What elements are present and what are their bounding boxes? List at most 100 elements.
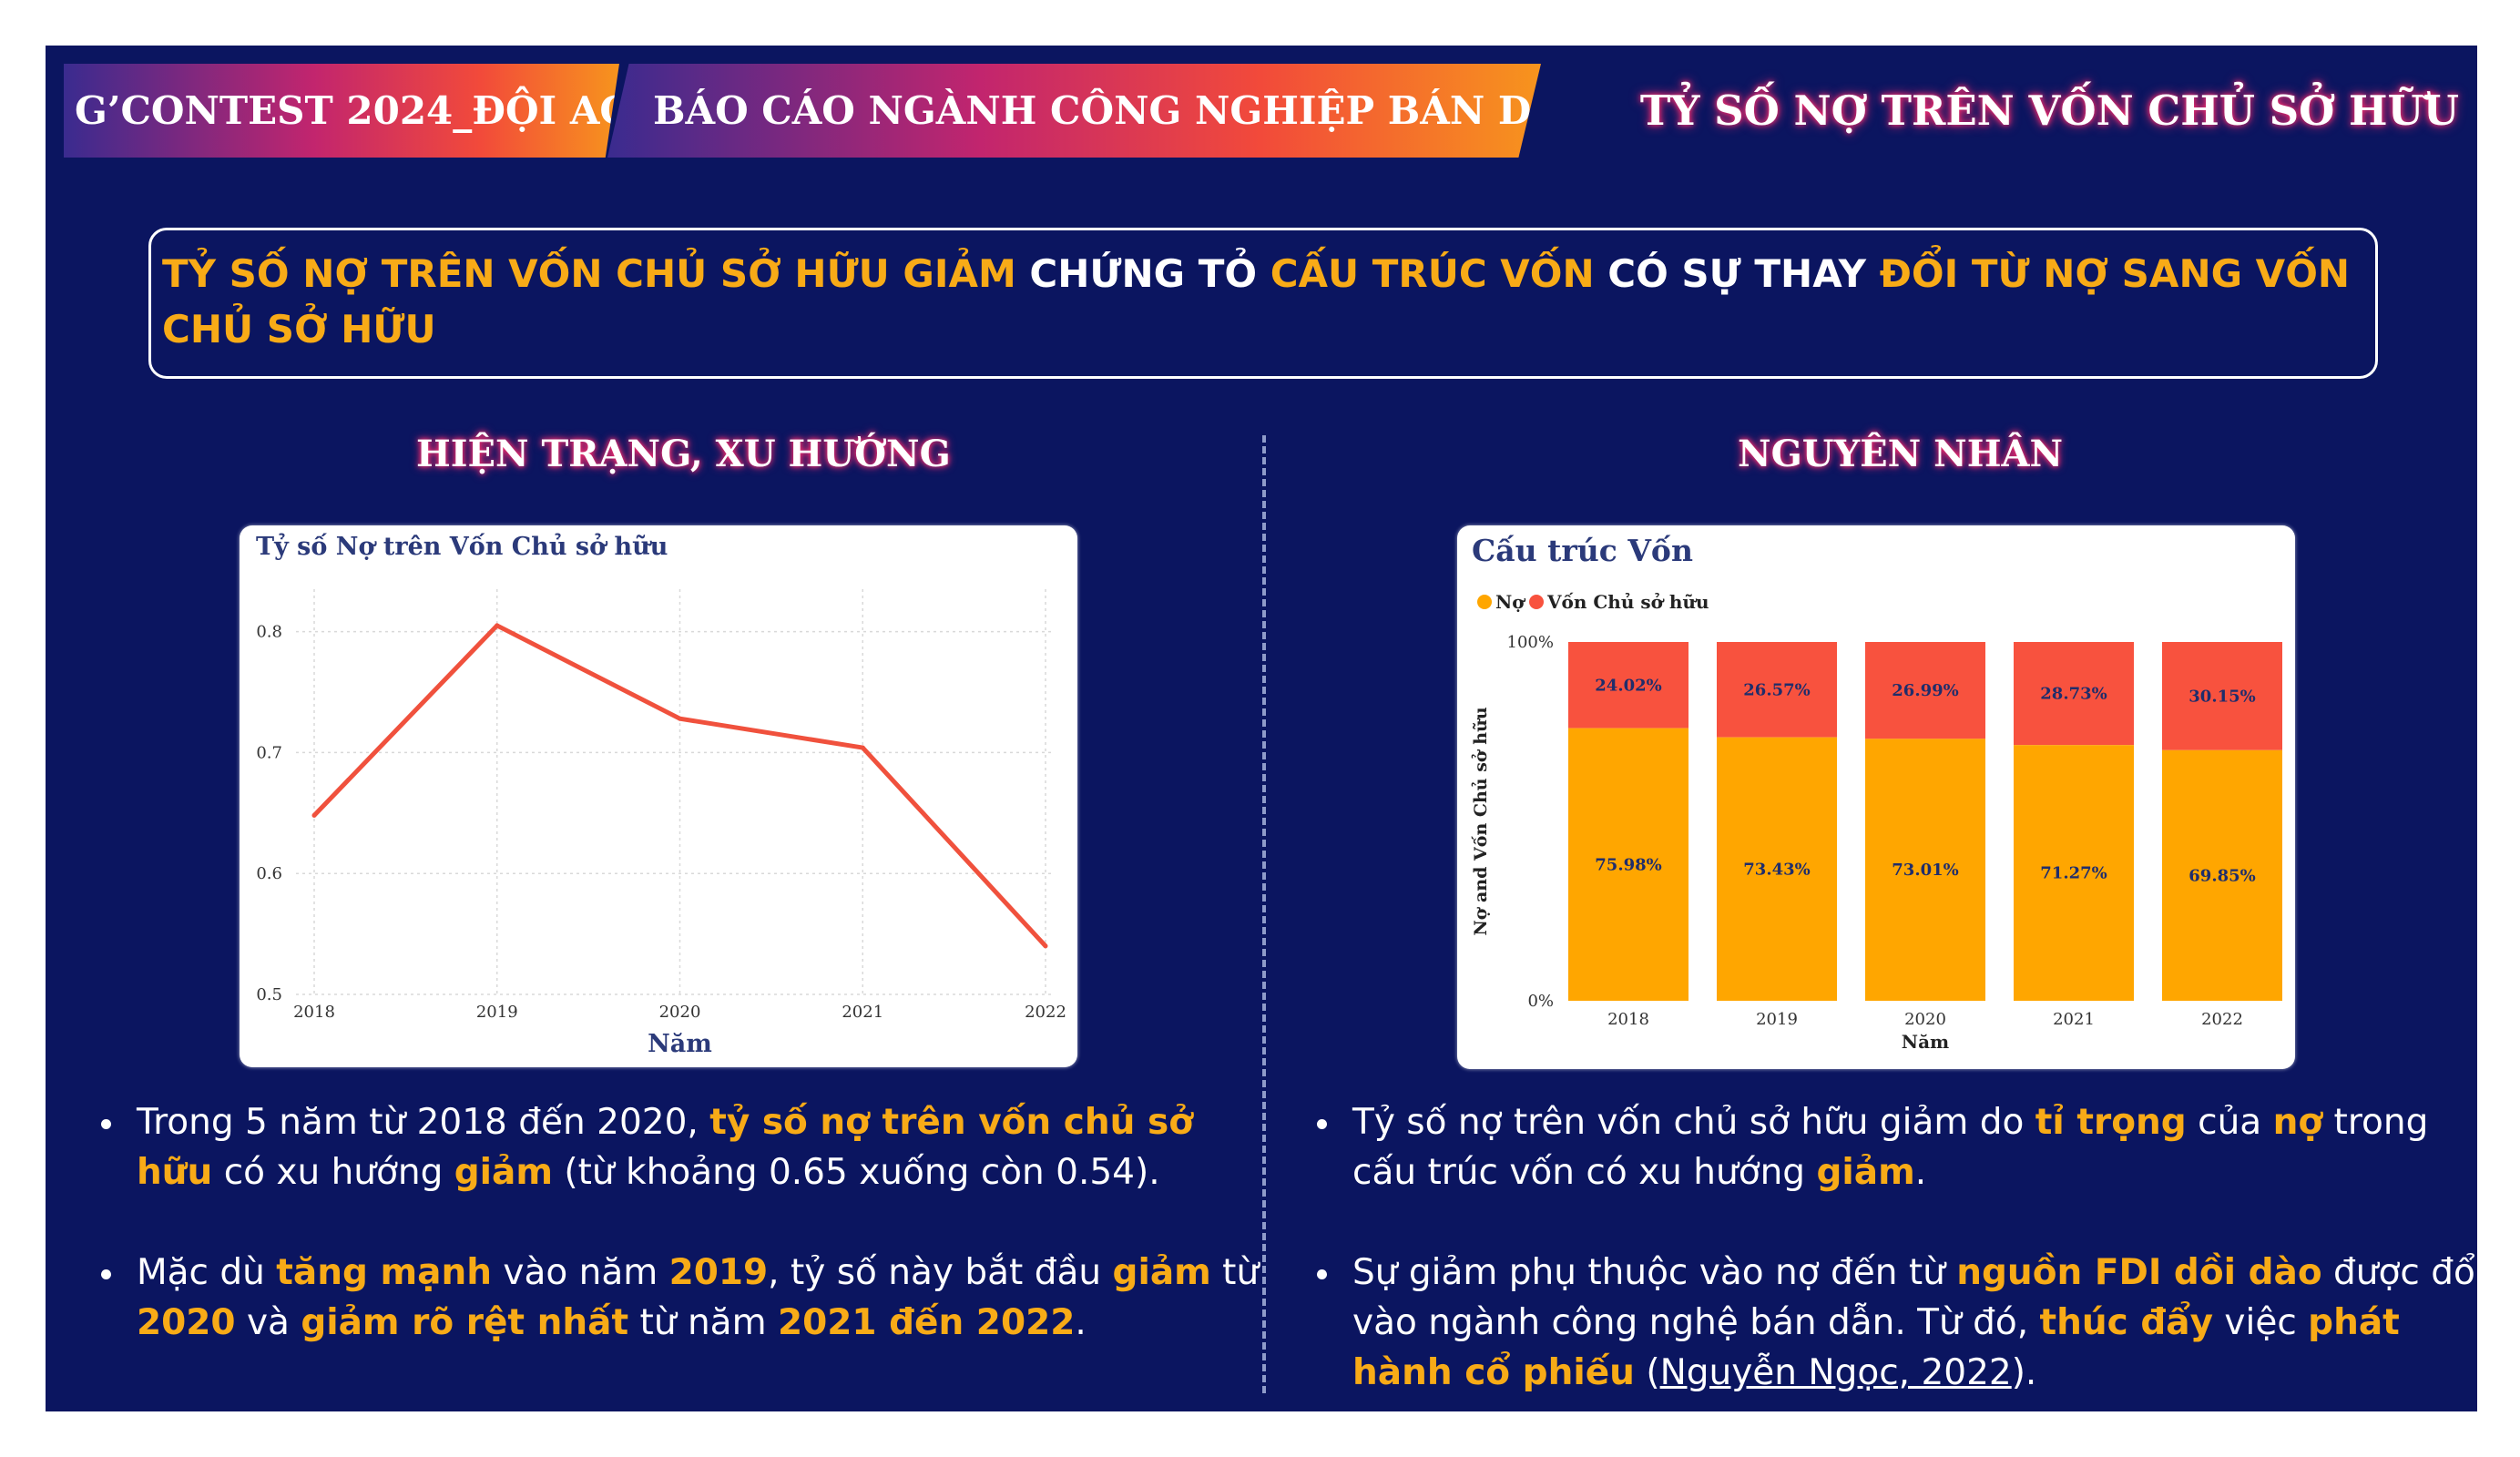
data-point xyxy=(495,623,500,628)
divider xyxy=(1262,435,1266,1393)
citation-link[interactable]: Nguyễn Ngọc, 2022 xyxy=(1659,1352,2012,1393)
y-tick-label: 0.8 xyxy=(256,623,282,642)
line-chart: 2018 2019 2020 2021 2022 0.5 0.6 0.7 0.8 Năm xyxy=(256,589,1066,1058)
legend-marker xyxy=(1529,595,1544,609)
x-tick-label: 2020 xyxy=(659,1003,701,1022)
section-title-status: HIỆN TRẠNG, XU HƯỚNG xyxy=(416,433,951,475)
bullet-text: (từ khoảng 0.65 xuống còn 0.54). xyxy=(553,1152,1160,1193)
line-chart-card: Tỷ số Nợ trên Vốn Chủ sở hữu 2018 2019 202… xyxy=(240,525,1077,1067)
bullet-text: Tỷ số nợ trên vốn chủ sở hữu giảm do xyxy=(1352,1102,2035,1143)
bar-segment-debt xyxy=(1865,739,1985,1001)
x-tick-label: 2019 xyxy=(476,1003,518,1022)
y-tick-label: 0% xyxy=(1527,992,1554,1011)
x-tick-label: 2020 xyxy=(1904,1010,1946,1029)
section-title-causes: NGUYÊN NHÂN xyxy=(1738,433,2064,475)
headline-part: CHỨNG TỎ xyxy=(1015,251,1270,296)
bullet-highlight: tỷ số nợ trên vốn chủ sở hữu xyxy=(137,1102,1194,1193)
list-item: Tỷ số nợ trên vốn chủ sở hữu giảm do tỉ … xyxy=(1317,1097,2477,1197)
bullet-highlight: tỉ trọng xyxy=(2035,1102,2187,1143)
bullet-text: được đổ vào ngành công nghệ bán dẫn. Từ … xyxy=(1352,1252,2475,1343)
legend-label: Vốn Chủ sở hữu xyxy=(1546,591,1709,613)
bar-segment-equity xyxy=(1568,642,1689,728)
bullet-text: vào năm xyxy=(491,1252,669,1293)
x-tick-label: 2021 xyxy=(2053,1010,2095,1029)
contest-tag: G’CONTEST 2024_ĐỘI AC xyxy=(64,64,619,158)
bullet-highlight: giảm xyxy=(454,1152,554,1193)
bullet-highlight: giảm rõ rệt nhất xyxy=(301,1302,629,1343)
data-label: 30.15% xyxy=(2188,687,2255,706)
bullet-highlight: 2019 xyxy=(668,1252,769,1293)
bar-chart-title: Cấu trúc Vốn xyxy=(1472,533,1693,568)
bar-segment-equity xyxy=(2162,642,2282,750)
data-label: 69.85% xyxy=(2188,866,2255,885)
bullet-highlight: giảm xyxy=(1112,1252,1211,1293)
report-tag-label: BÁO CÁO NGÀNH CÔNG NGHIỆP BÁN DẪN xyxy=(653,88,1597,133)
bullet-text: và xyxy=(235,1302,301,1343)
bullet-text: . xyxy=(1914,1152,1927,1193)
x-tick-label: 2022 xyxy=(1025,1003,1066,1022)
data-label: 73.43% xyxy=(1743,860,1810,879)
causes-bullets: Tỷ số nợ trên vốn chủ sở hữu giảm do tỉ … xyxy=(1305,1097,2477,1411)
slide: G’CONTEST 2024_ĐỘI AC BÁO CÁO NGÀNH CÔNG… xyxy=(46,46,2477,1411)
bar-segment-equity xyxy=(1865,642,1985,739)
list-item: Mặc dù tăng mạnh vào năm 2019, tỷ số này… xyxy=(101,1248,1270,1348)
bar-segment-debt xyxy=(2162,749,2282,1001)
y-tick-label: 0.7 xyxy=(256,743,282,762)
bullet-text: ). xyxy=(2011,1352,2037,1393)
data-point xyxy=(678,716,682,721)
bar-segment-debt xyxy=(1568,728,1689,1001)
bullet-text: Sự giảm phụ thuộc vào nợ đến từ xyxy=(1352,1252,1957,1293)
line-chart-title: Tỷ số Nợ trên Vốn Chủ sở hữu xyxy=(256,533,668,561)
legend-marker xyxy=(1477,595,1492,609)
x-tick-label: 2019 xyxy=(1756,1010,1798,1029)
bullet-text: từ năm xyxy=(628,1302,778,1343)
headline-part: CÓ SỰ THAY xyxy=(1594,251,1880,296)
headline-box: TỶ SỐ NỢ TRÊN VỐN CHỦ SỞ HỮU GIẢM CHỨNG … xyxy=(148,228,2378,379)
data-label: 26.57% xyxy=(1743,680,1810,699)
x-tick-label: 2021 xyxy=(842,1003,883,1022)
y-axis-title: Nợ and Vốn Chủ sở hữu xyxy=(1471,707,1491,936)
data-label: 26.99% xyxy=(1892,681,1958,700)
x-tick-label: 2022 xyxy=(2201,1010,2243,1029)
bullet-text: từ xyxy=(1210,1252,1260,1293)
bar-segment-debt xyxy=(1717,737,1837,1001)
list-item: Trong 5 năm từ 2018 đến 2020, tỷ số nợ t… xyxy=(101,1097,1270,1197)
list-item: Sự giảm phụ thuộc vào nợ đến từ nguồn FD… xyxy=(1317,1248,2477,1398)
report-tag: BÁO CÁO NGÀNH CÔNG NGHIỆP BÁN DẪN xyxy=(607,64,1541,158)
bullet-text: ( xyxy=(1634,1352,1660,1393)
data-label: 75.98% xyxy=(1595,855,1661,874)
data-label: 24.02% xyxy=(1595,676,1661,695)
x-axis-title: Năm xyxy=(1902,1031,1949,1053)
bullet-highlight: giảm xyxy=(1816,1152,1915,1193)
data-point xyxy=(860,745,865,750)
bullet-text: trong cấu trúc vốn có xu hướng xyxy=(1352,1102,2429,1193)
page-title: TỶ SỐ NỢ TRÊN VỐN CHỦ SỞ HỮU xyxy=(1639,87,2459,135)
bar-segment-equity xyxy=(1717,642,1837,738)
bullet-text: của xyxy=(2186,1102,2273,1143)
bar-segment-equity xyxy=(2014,642,2134,746)
bullet-highlight: phát hành cổ phiếu xyxy=(1352,1302,2400,1393)
bullet-highlight: 2021 đến 2022 xyxy=(777,1302,1076,1343)
headline-part: TỶ SỐ NỢ TRÊN VỐN CHỦ SỞ HỮU GIẢM xyxy=(162,251,1016,296)
stacked-bar-chart-card: Cấu trúc Vốn Nợ Vốn Chủ sở hữu 100% 0% Nợ an… xyxy=(1457,525,2295,1069)
legend-label: Nợ xyxy=(1495,591,1525,613)
bullet-highlight: nợ xyxy=(2272,1102,2323,1143)
bullet-highlight: 2020 xyxy=(137,1302,236,1343)
bullet-text: , tỷ số này bắt đầu xyxy=(768,1252,1113,1293)
data-label: 73.01% xyxy=(1892,861,1958,880)
contest-tag-label: G’CONTEST 2024_ĐỘI AC xyxy=(75,88,630,133)
bullet-highlight: tăng mạnh xyxy=(276,1252,492,1293)
bar-segment-debt xyxy=(2014,745,2134,1001)
bullet-text: có xu hướng xyxy=(212,1152,454,1193)
status-bullets: Trong 5 năm từ 2018 đến 2020, tỷ số nợ t… xyxy=(89,1097,1270,1398)
bullet-text: việc xyxy=(2213,1302,2309,1343)
headline-part: ĐỔI TỪ NỢ SANG VỐN CHỦ SỞ HỮU xyxy=(162,251,2351,352)
bullet-text: . xyxy=(1075,1302,1087,1343)
x-tick-label: 2018 xyxy=(1607,1010,1649,1029)
data-point xyxy=(311,812,317,818)
headline-part: CẤU TRÚC VỐN xyxy=(1270,251,1595,296)
y-tick-label: 100% xyxy=(1507,633,1554,652)
bullet-highlight: thúc đẩy xyxy=(2039,1302,2214,1343)
data-point xyxy=(1043,943,1048,949)
x-tick-label: 2018 xyxy=(293,1003,335,1022)
